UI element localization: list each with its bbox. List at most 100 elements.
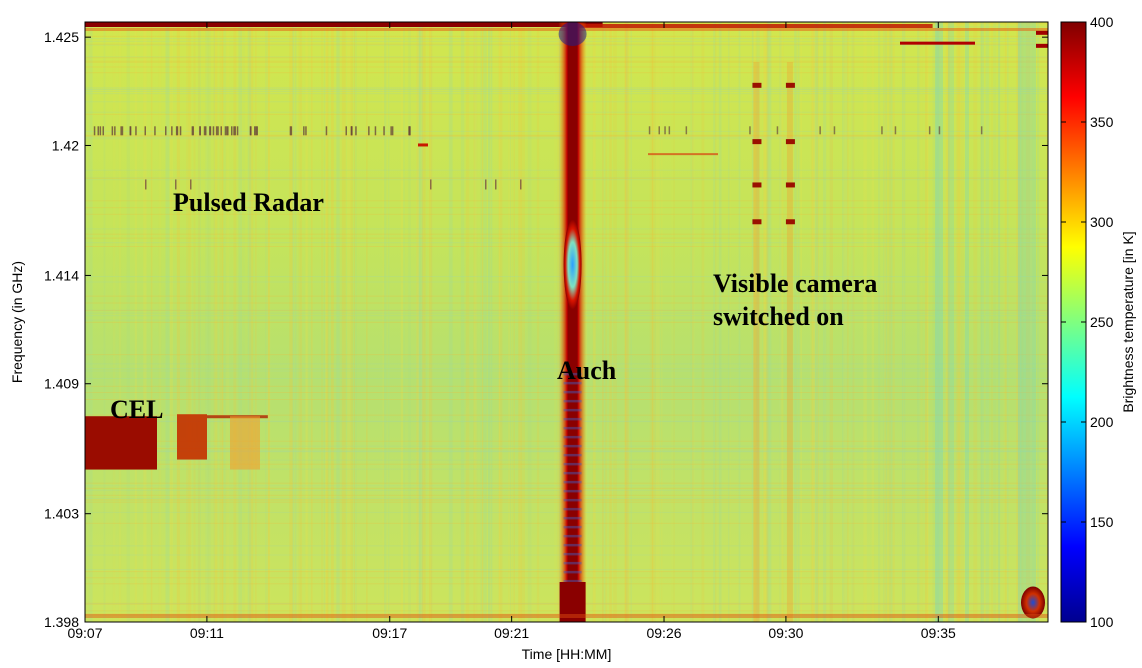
noise-stripe xyxy=(488,22,492,622)
x-tick-label: 09:26 xyxy=(646,625,681,641)
noise-stripe xyxy=(158,22,162,622)
noise-stripe xyxy=(306,22,309,622)
x-tick-label: 09:35 xyxy=(921,625,956,641)
auch-ripple xyxy=(563,570,582,574)
auch-ripple xyxy=(563,525,582,529)
cel-warm xyxy=(230,416,260,470)
noise-stripe xyxy=(103,22,106,622)
colorbar-tick-label: 350 xyxy=(1090,114,1114,130)
annotation-auch: Auch xyxy=(557,356,617,385)
radar-pulse xyxy=(215,126,218,136)
noise-stripe xyxy=(957,22,962,622)
plot-frame xyxy=(84,21,1049,623)
edge-mark xyxy=(1036,30,1048,35)
radar-pulse xyxy=(305,126,307,136)
noise-stripe xyxy=(824,22,826,622)
noise-stripe xyxy=(1021,22,1024,622)
noise-stripe xyxy=(247,22,252,622)
noise-stripe xyxy=(323,22,326,622)
cool-band xyxy=(948,22,954,622)
auch-ripple xyxy=(563,408,582,412)
noise-stripe xyxy=(513,22,515,622)
noise-stripe xyxy=(336,22,340,622)
radar-pulse xyxy=(236,126,239,136)
noise-stripe xyxy=(829,22,833,622)
radar-pulse xyxy=(231,126,233,136)
noise-stripe xyxy=(651,22,656,622)
x-axis-label: Time [HH:MM] xyxy=(522,646,612,662)
noise-stripe xyxy=(815,22,819,622)
radar-pulse xyxy=(191,126,194,136)
noise-stripe xyxy=(925,22,928,622)
noise-stripe xyxy=(692,22,695,622)
radar-pulse xyxy=(881,126,883,135)
noise-stripe xyxy=(715,22,717,622)
radar-pulse xyxy=(833,126,836,135)
noise-stripe xyxy=(150,22,153,622)
noise-stripe xyxy=(465,22,470,622)
noise-stripe xyxy=(920,22,923,622)
camera-spot xyxy=(785,182,795,188)
colorbar-ticks: 100 150 200 250 300 350 400 xyxy=(1061,14,1114,630)
noise-stripe xyxy=(483,22,487,622)
noise-stripe xyxy=(692,22,694,622)
auch-ripple xyxy=(563,381,582,385)
noise-stripe xyxy=(417,22,421,622)
y-tick-label: 1.425 xyxy=(44,29,79,45)
radar-pulse xyxy=(345,126,347,136)
annotation-pulsed-radar: Pulsed Radar xyxy=(173,188,324,217)
noise-stripe xyxy=(186,22,189,622)
noise-stripe xyxy=(134,22,137,622)
noise-stripe xyxy=(998,22,1001,622)
noise-stripe xyxy=(851,22,855,622)
noise-stripe xyxy=(213,22,218,622)
auch-lens xyxy=(563,219,582,310)
noise-stripe xyxy=(980,22,985,622)
radar-pulse-secondary xyxy=(190,179,192,190)
colorbar: 100 150 200 250 300 350 400 Brightness tempera… xyxy=(1060,14,1136,630)
noise-stripe xyxy=(1025,22,1030,622)
noise-stripe xyxy=(143,22,147,622)
radar-pulse xyxy=(255,126,257,136)
camera-spot xyxy=(785,82,795,88)
x-tick-label: 09:17 xyxy=(372,625,407,641)
noise-stripe xyxy=(936,22,940,622)
noise-stripe xyxy=(366,22,368,622)
noise-stripe xyxy=(118,22,122,622)
noise-stripe xyxy=(341,22,346,622)
noise-stripe xyxy=(126,22,130,622)
radar-pulse xyxy=(685,126,688,135)
auch-ripple xyxy=(563,462,582,466)
auch-ripple xyxy=(563,453,582,457)
noise-stripe xyxy=(289,22,293,622)
auch-ripple xyxy=(563,579,582,583)
noise-stripe xyxy=(1007,22,1009,622)
radar-pulse xyxy=(121,126,124,136)
auch-ripple xyxy=(563,489,582,493)
auch-ripple xyxy=(563,561,582,565)
noise-stripe xyxy=(829,22,833,622)
noise-stripe xyxy=(752,22,757,622)
noise-stripe xyxy=(382,22,385,622)
radar-pulse xyxy=(928,126,931,135)
noise-stripe xyxy=(473,22,477,622)
noise-stripe xyxy=(1046,22,1048,622)
radar-pulse xyxy=(325,126,328,136)
radar-pulse xyxy=(176,126,179,136)
noise-stripe xyxy=(265,22,268,622)
noise-stripe xyxy=(219,22,223,622)
noise-stripe xyxy=(473,22,477,622)
radar-pulse xyxy=(350,126,353,136)
radar-pulse xyxy=(409,126,411,136)
noise-stripe xyxy=(1016,22,1020,622)
radar-pulse xyxy=(664,126,666,135)
noise-stripe xyxy=(593,22,596,622)
noise-stripe xyxy=(416,22,419,622)
noise-stripe xyxy=(1004,22,1007,622)
radar-pulse xyxy=(97,126,99,136)
noise-stripe xyxy=(766,22,769,622)
y-tick-label: 1.398 xyxy=(44,614,79,630)
radar-pulse xyxy=(355,126,357,136)
colorbar-tick-label: 400 xyxy=(1090,14,1114,30)
